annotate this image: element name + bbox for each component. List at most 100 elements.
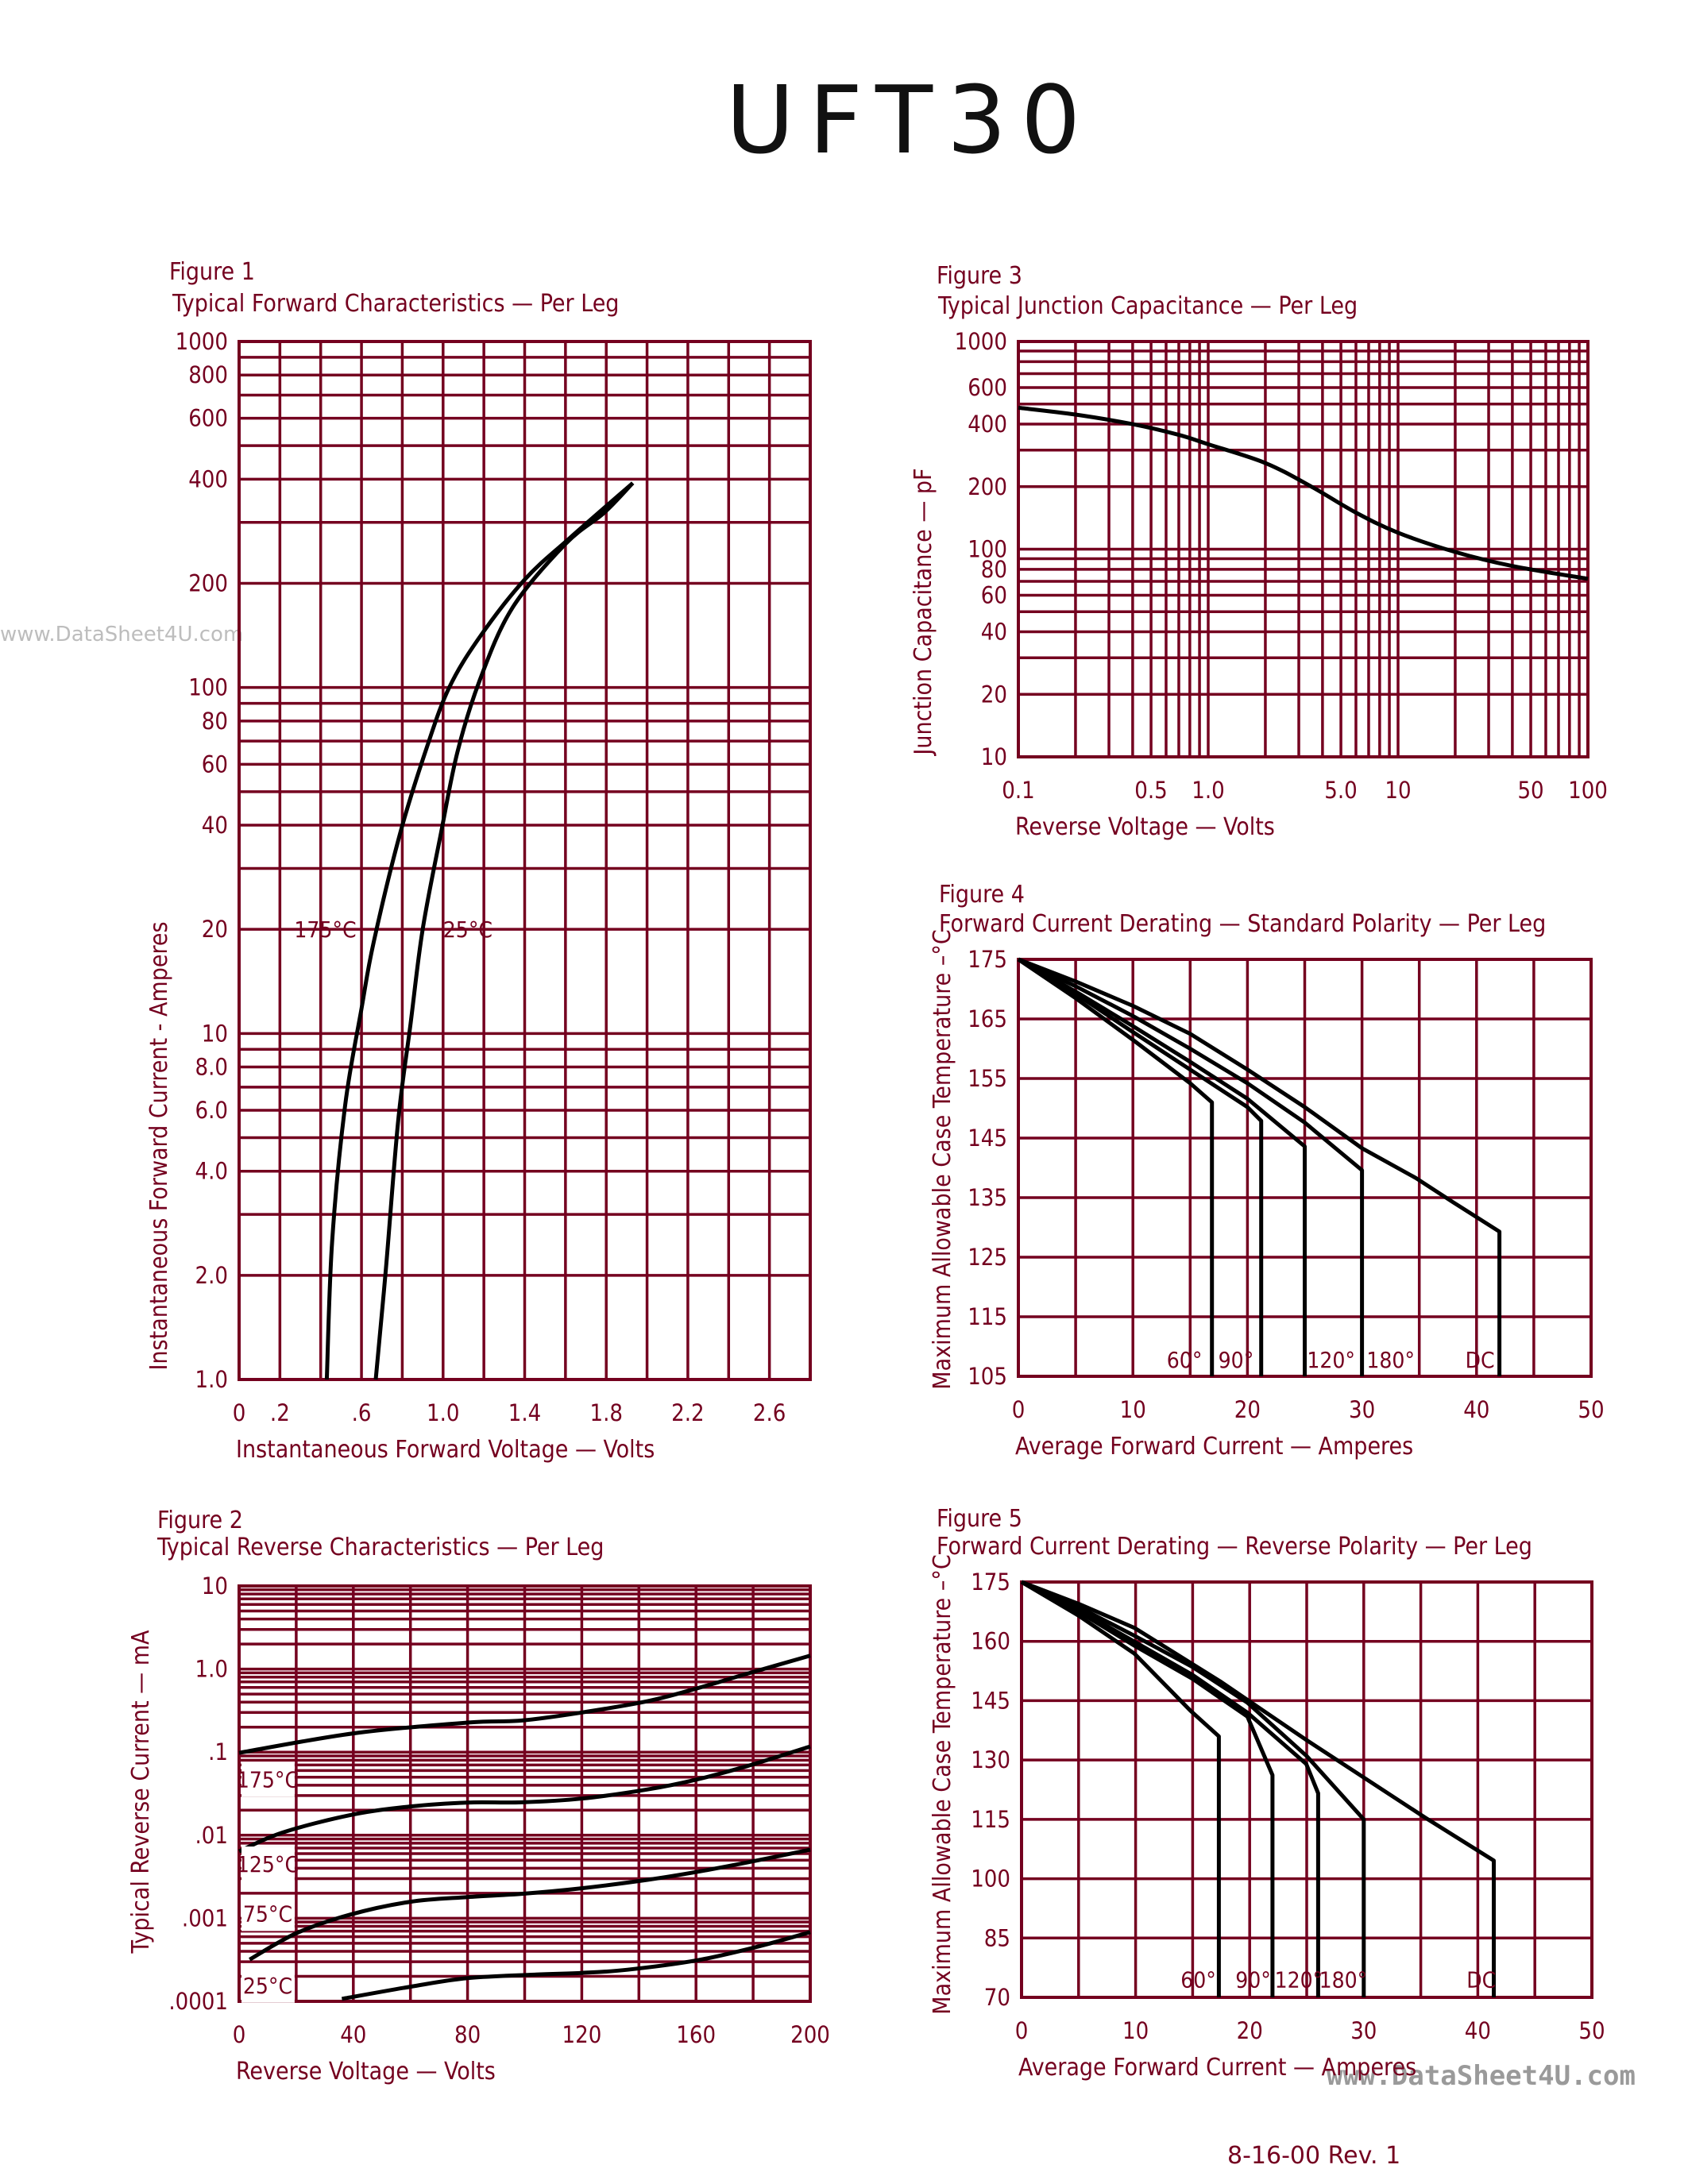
y-tick-label: 20: [981, 681, 1007, 708]
figure-number: Figure 4: [939, 881, 1025, 909]
x-tick-label: 1.4: [508, 1399, 541, 1426]
y-axis-label: Maximum Allowable Case Temperature –°C: [929, 929, 956, 1389]
series-label: 25°C: [443, 916, 492, 943]
plot-frame: [238, 340, 812, 1381]
series-label: 180°: [1366, 1347, 1415, 1373]
y-tick-label: 400: [968, 411, 1007, 438]
x-tick-label: 0: [1012, 1396, 1026, 1423]
y-tick-label: 2.0: [195, 1262, 228, 1289]
series-line-180: [1020, 1580, 1366, 1997]
y-tick-label: 125: [968, 1244, 1007, 1271]
figure-number: Figure 1: [169, 258, 255, 286]
series-label: DC: [1466, 1347, 1495, 1373]
y-tick-label: .001: [182, 1904, 228, 1931]
figure-title: Typical Junction Capacitance — Per Leg: [937, 292, 1358, 320]
y-tick-label: 115: [968, 1303, 1007, 1330]
x-tick-label: 0.5: [1134, 777, 1167, 804]
y-tick-label: 40: [981, 619, 1007, 646]
series-label: 175°C: [237, 1766, 299, 1792]
x-tick-label: 30: [1350, 2017, 1377, 2044]
y-tick-label: 8.0: [195, 1054, 228, 1081]
x-tick-label: 10: [1385, 777, 1411, 804]
y-tick-label: 100: [968, 536, 1007, 563]
footer-revision: 8-16-00 Rev. 1: [1227, 2142, 1400, 2170]
series-label-box: [241, 1761, 295, 1797]
series-label: DC: [1466, 1967, 1496, 1993]
y-tick-label: 80: [981, 556, 1007, 583]
x-tick-label: 20: [1234, 1396, 1261, 1423]
series-label: 180°: [1319, 1967, 1368, 1993]
x-tick-label: 0: [233, 2021, 246, 2048]
plot-frame: [238, 1584, 812, 2003]
y-tick-label: 175: [968, 946, 1007, 973]
watermark-bottom: www.DataSheet4U.com: [1327, 2060, 1636, 2092]
series-line-125C: [238, 1744, 811, 1854]
x-tick-label: 5.0: [1324, 777, 1357, 804]
x-tick-label: 40: [340, 2021, 366, 2048]
y-tick-label: 155: [968, 1065, 1007, 1092]
x-tick-label: .2: [270, 1399, 290, 1426]
y-tick-label: 200: [188, 570, 228, 597]
series-label: 120°: [1275, 1967, 1323, 1993]
x-axis-label: Average Forward Current — Amperes: [1015, 1433, 1413, 1461]
x-tick-label: 30: [1349, 1396, 1375, 1423]
x-tick-label: 0: [233, 1399, 246, 1426]
series-line-175C: [324, 481, 635, 1380]
figure-title: Typical Forward Characteristics — Per Le…: [172, 290, 619, 318]
x-axis-label: Reverse Voltage — Volts: [1015, 813, 1275, 841]
series-label: 120°: [1307, 1347, 1355, 1373]
y-tick-label: 200: [968, 473, 1007, 500]
series-line-25C: [341, 1930, 811, 2001]
y-tick-label: .0001: [168, 1988, 228, 2015]
x-tick-label: .6: [352, 1399, 372, 1426]
y-tick-label: 60: [202, 751, 228, 778]
series-label: 90°: [1219, 1347, 1254, 1373]
series-label: 175°C: [294, 916, 356, 943]
series-label: 75°C: [243, 1900, 292, 1927]
y-tick-label: 115: [971, 1806, 1010, 1833]
figure-number: Figure 5: [937, 1505, 1022, 1533]
series-label-box: [241, 1967, 295, 2003]
y-tick-label: 1.0: [195, 1656, 228, 1683]
y-tick-label: 85: [984, 1924, 1010, 1951]
series-line-60: [1020, 1580, 1221, 1997]
x-tick-label: 50: [1578, 1396, 1604, 1423]
y-tick-label: .1: [208, 1738, 228, 1765]
series-label: 60°: [1167, 1347, 1203, 1373]
x-tick-label: 50: [1517, 777, 1543, 804]
y-tick-label: 1.0: [195, 1366, 228, 1393]
x-tick-label: 80: [454, 2021, 481, 2048]
x-axis-label: Instantaneous Forward Voltage — Volts: [236, 1436, 655, 1464]
y-axis-label: Instantaneous Forward Current - Amperes: [145, 921, 173, 1370]
figure-number: Figure 3: [937, 262, 1022, 290]
y-tick-label: 1000: [955, 328, 1007, 355]
series-label: 125°C: [237, 1851, 299, 1877]
series-label: 60°: [1180, 1967, 1216, 1993]
series-line-120: [1020, 1580, 1320, 1997]
y-tick-label: 20: [202, 916, 228, 943]
x-tick-label: 40: [1463, 1396, 1489, 1423]
series-label: 25°C: [243, 1973, 292, 1999]
x-tick-label: 120: [562, 2021, 602, 2048]
y-axis-label: Maximum Allowable Case Temperature –°C: [929, 1554, 956, 2014]
x-tick-label: 0: [1015, 2017, 1029, 2044]
y-tick-label: 40: [202, 812, 228, 839]
y-tick-label: 400: [188, 465, 228, 492]
x-tick-label: 0.1: [1002, 777, 1034, 804]
y-tick-label: 600: [188, 405, 228, 432]
series-line-DC: [1018, 957, 1502, 1376]
figure-1-chart: Figure 1 Typical Forward Characteristics …: [145, 258, 812, 1464]
series-line-175C: [238, 1653, 811, 1755]
series-line-DC: [1021, 1580, 1496, 1997]
x-tick-label: 10: [1122, 2017, 1149, 2044]
series-line-75C: [249, 1847, 811, 1962]
figure-title: Forward Current Derating — Standard Pola…: [939, 910, 1546, 938]
x-tick-label: 2.6: [753, 1399, 786, 1426]
figure-title: Typical Reverse Characteristics — Per Le…: [156, 1534, 604, 1561]
figure-number: Figure 2: [157, 1507, 243, 1534]
